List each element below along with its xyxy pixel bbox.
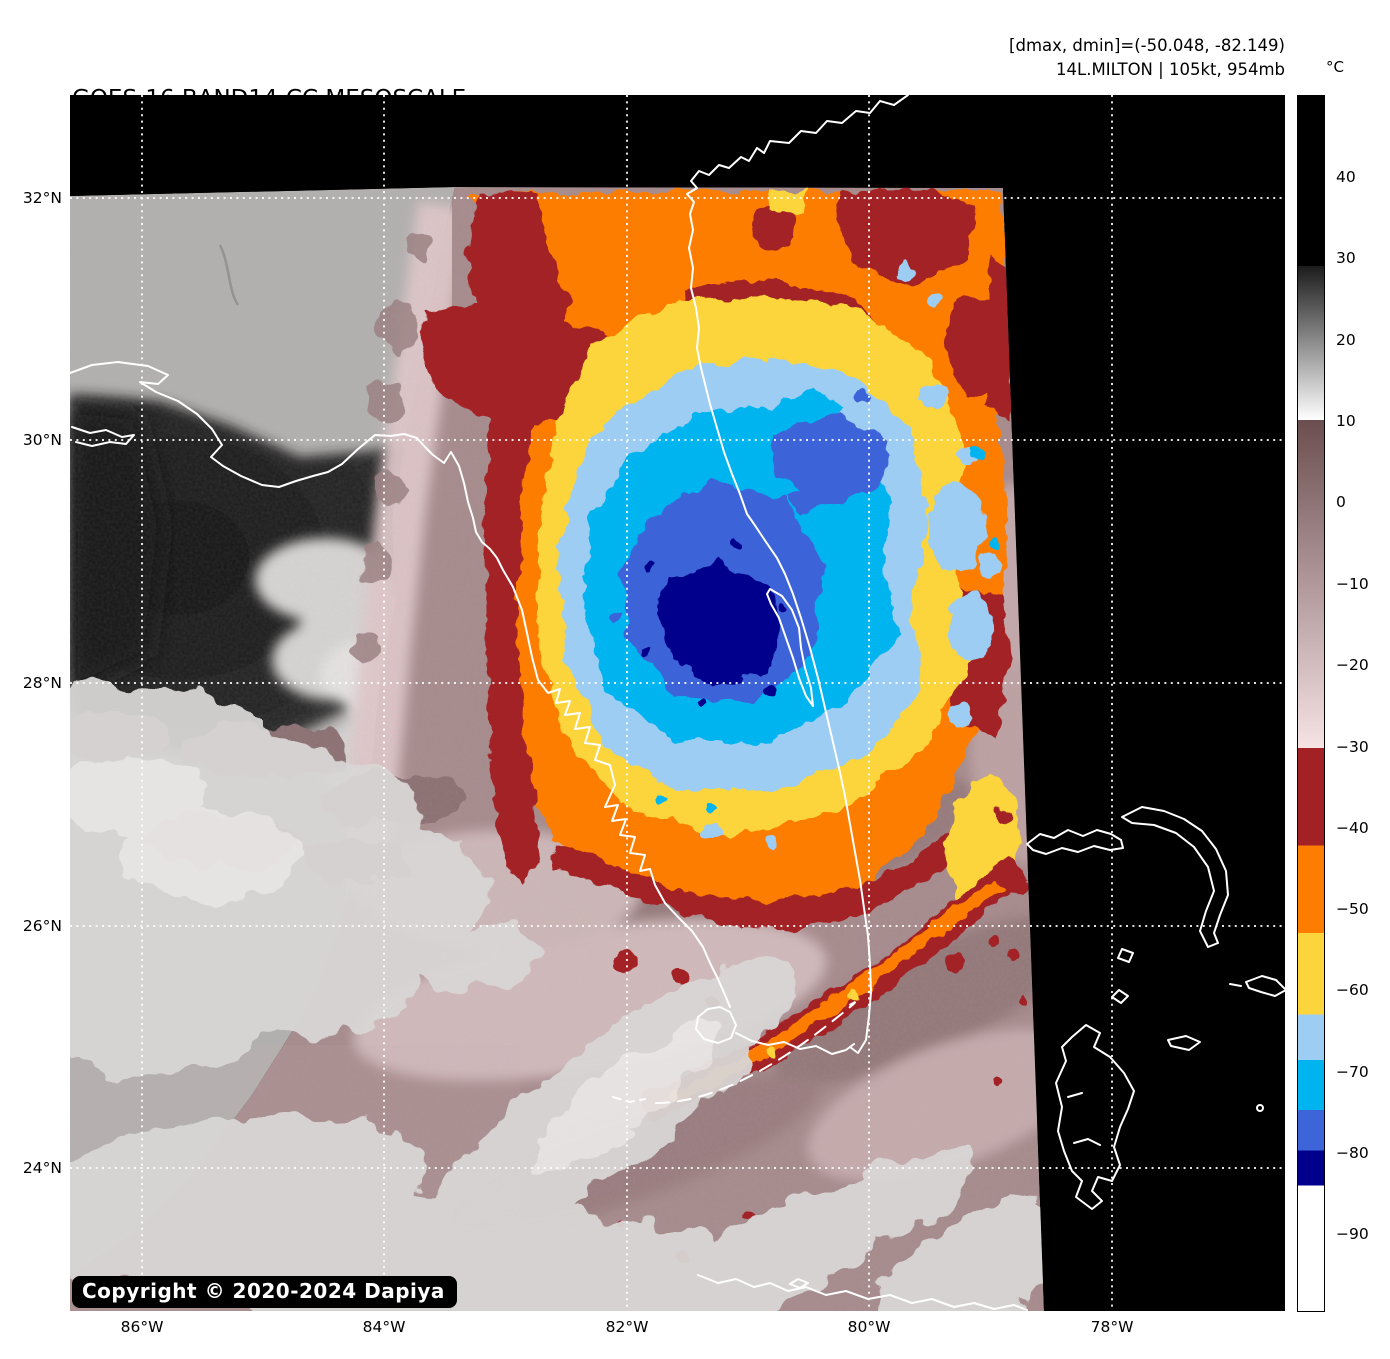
gulf-and-west-florida-coast [69,361,731,1008]
colorbar [1297,95,1325,1312]
colorbar-tick: 40 [1336,168,1356,186]
satellite-map [69,94,1287,1311]
canaveral-barrier-lagoon [766,588,814,707]
white-cloud-banks [70,685,1044,1311]
copyright-badge: Copyright © 2020-2024 Dapiya [72,1276,457,1308]
lat-tick: 24°N [22,1159,62,1177]
colorbar-tick: −10 [1336,575,1369,593]
new-providence [1167,1035,1201,1051]
berry-cays [1111,948,1134,1004]
dmax-dmin-readout: [dmax, dmin]=(-50.048, -82.149) [1009,36,1285,55]
storm-status: 14L.MILTON | 105kt, 954mb [1056,60,1285,79]
grand-bahama [1026,829,1124,855]
colorbar-tick: −30 [1336,738,1369,756]
colorbar-unit: °C [1326,58,1344,76]
colorbar-tick: 30 [1336,249,1356,267]
lower-keys [612,1096,646,1103]
south-florida-coast [735,1032,855,1055]
georgia-islets [71,426,135,447]
colorbar-tick: −50 [1336,900,1369,918]
abaco [1121,806,1229,948]
header-stats: [dmax, dmin]=(-50.048, -82.149) 14L.MILT… [1009,34,1285,82]
lon-tick: 86°W [120,1318,164,1336]
hurricane-cold-canopy [419,190,1019,932]
lat-tick: 26°N [22,917,62,935]
cape-sable-loop [695,1006,737,1044]
colorbar-tick: −20 [1336,656,1369,674]
colorbar-tick: −40 [1336,819,1369,837]
atlantic-coast [686,94,909,1054]
lon-tick: 84°W [362,1318,406,1336]
lat-tick: 28°N [22,674,62,692]
lon-tick: 78°W [1090,1318,1134,1336]
graticule [70,95,1285,1311]
colorbar-tick: 20 [1336,331,1356,349]
mesoscale-sector [70,187,1044,1311]
lat-tick: 32°N [22,189,62,207]
cuba-islet [789,1278,809,1289]
colorbar-tick: −80 [1336,1144,1369,1162]
florida-keys [655,1001,857,1104]
colorbar-tick: 10 [1336,412,1356,430]
colorbar-tick: −90 [1336,1225,1369,1243]
cuba-north-coast [697,1274,1028,1311]
lon-tick: 80°W [847,1318,891,1336]
colorbar-tick: −60 [1336,981,1369,999]
lat-tick: 30°N [22,431,62,449]
bahamas [1026,806,1287,1210]
small-cay [1256,1104,1264,1112]
lon-tick: 82°W [605,1318,649,1336]
navy-eye-region [641,540,787,709]
andros [1055,1024,1135,1210]
eleuthera [1229,975,1287,997]
colorbar-tick: −70 [1336,1063,1369,1081]
colorbar-tick: 0 [1336,493,1346,511]
coastlines [69,94,1287,1311]
satellite-imagery [69,94,1287,1311]
